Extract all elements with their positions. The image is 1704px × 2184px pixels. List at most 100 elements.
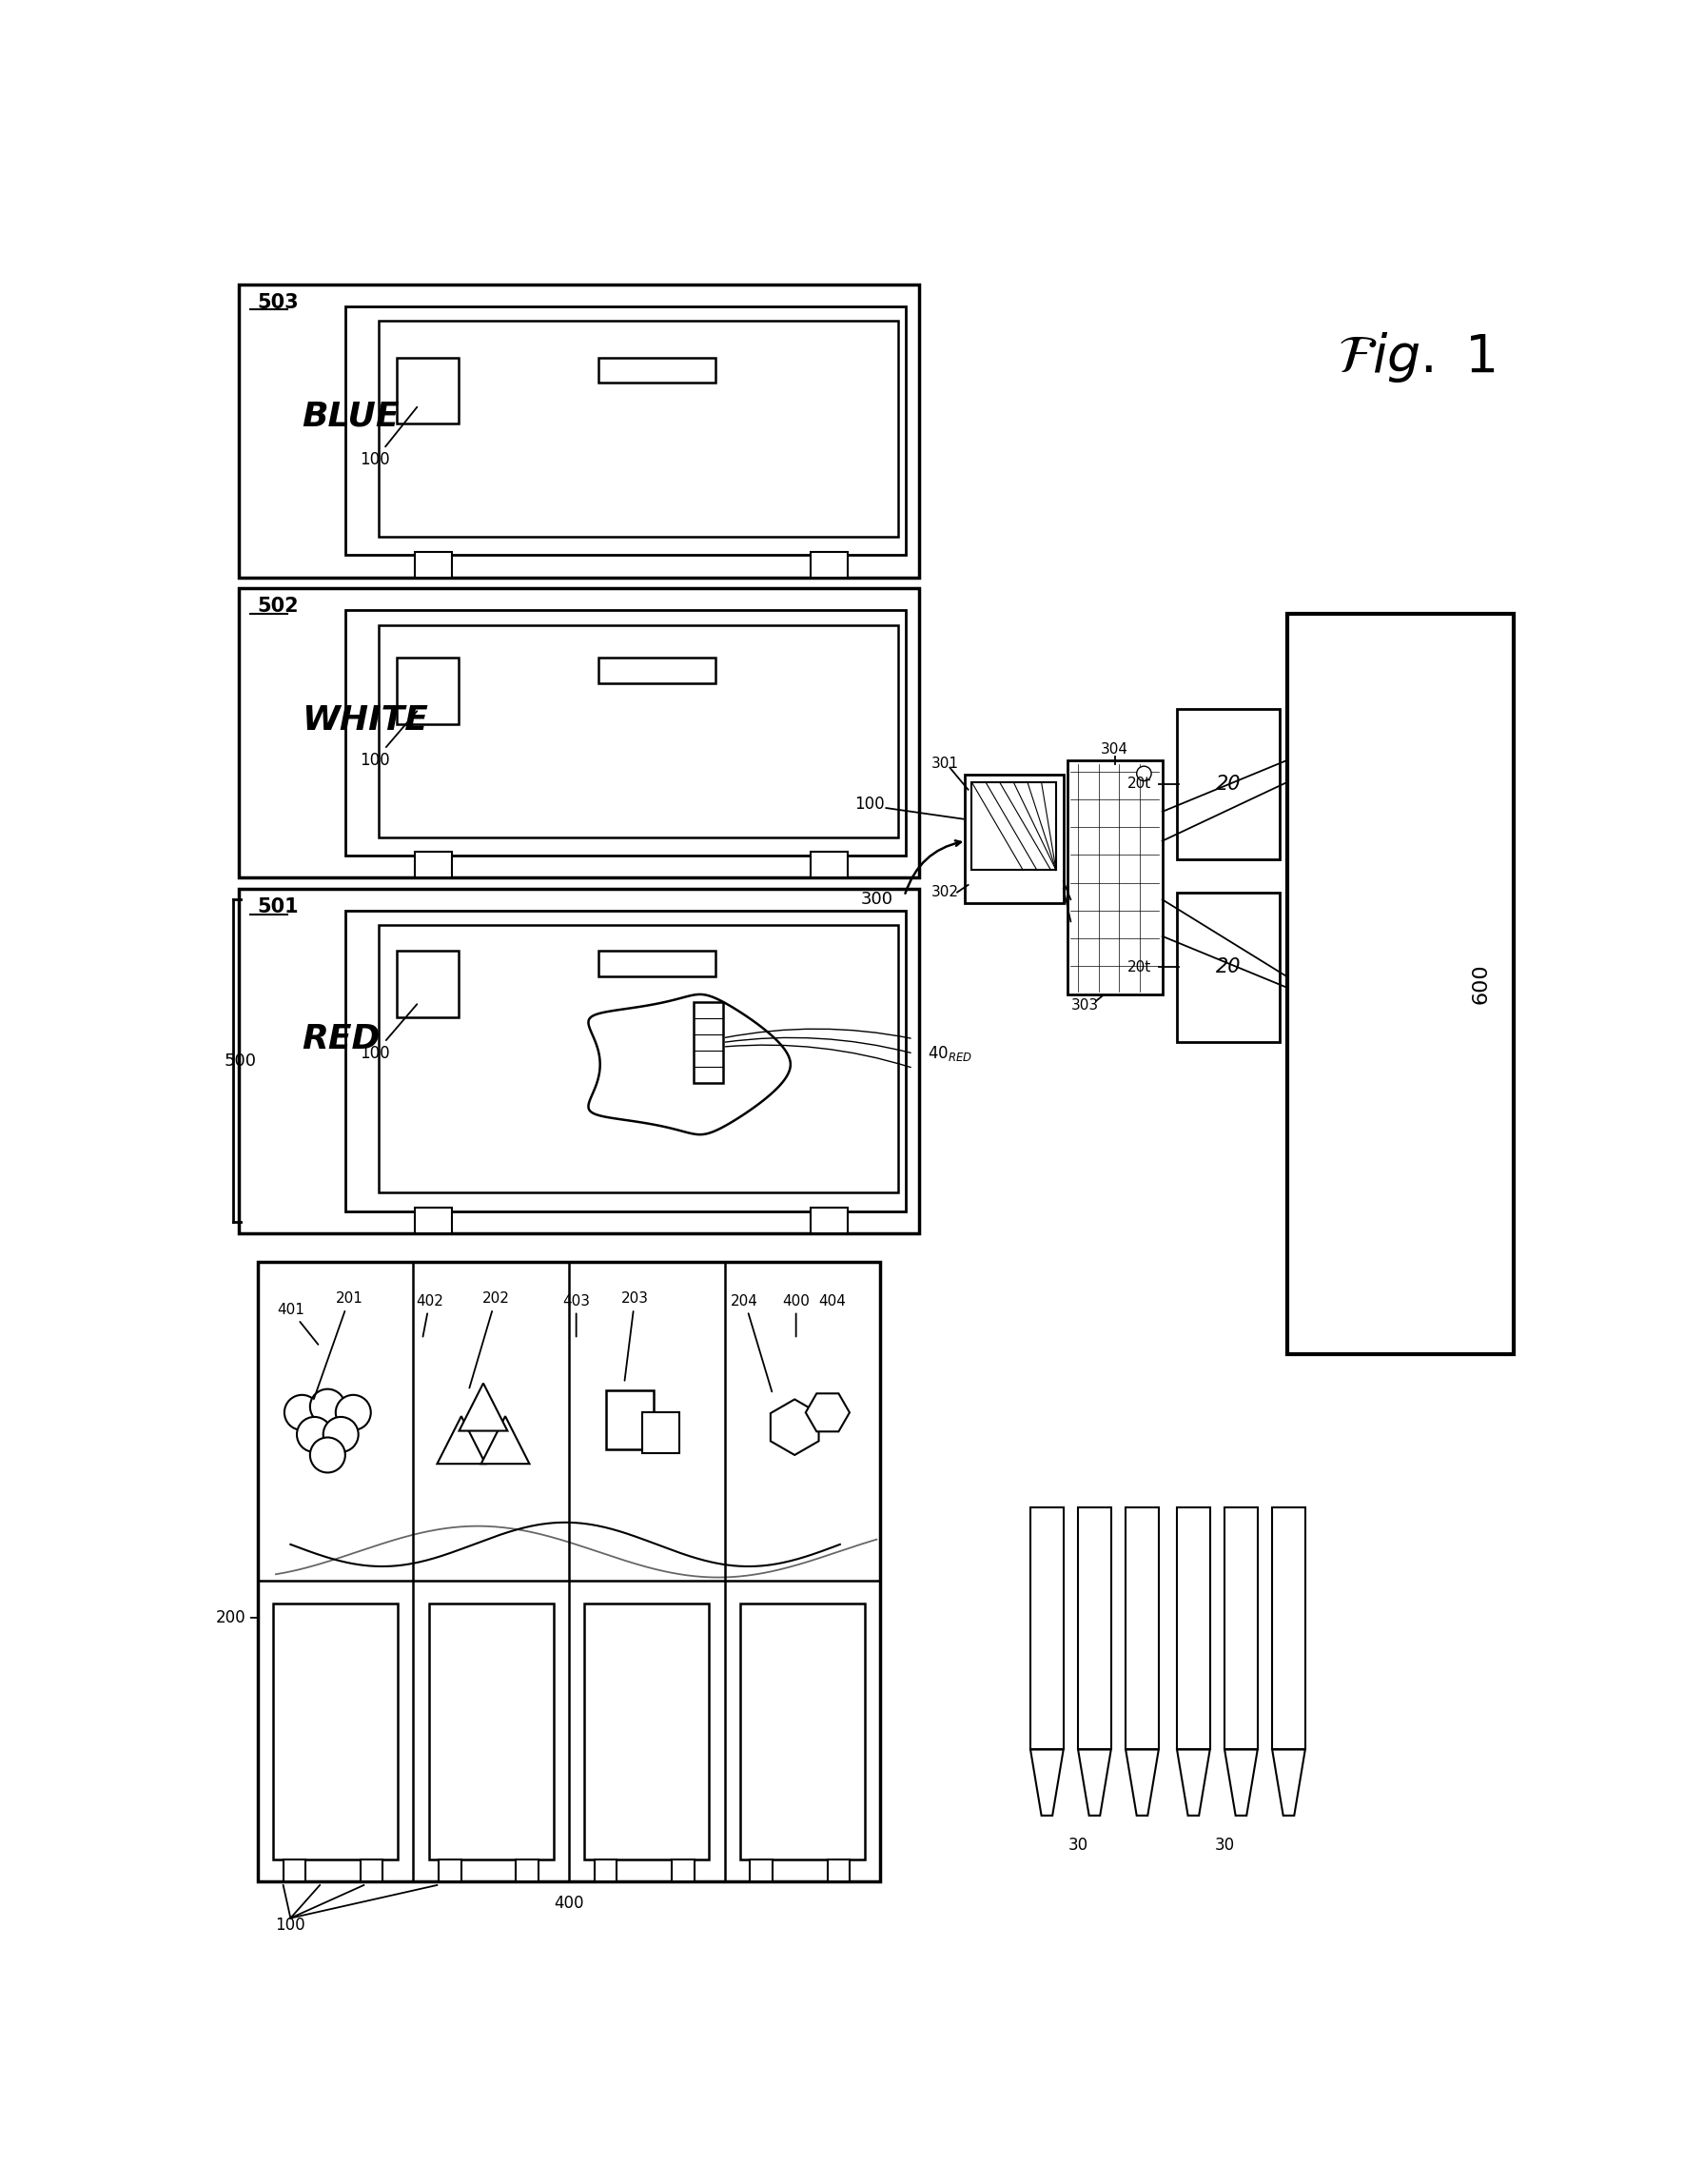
Text: 400: 400 [554, 1896, 584, 1911]
Bar [273, 1603, 397, 1859]
Bar [429, 1603, 554, 1859]
Polygon shape [770, 1400, 818, 1455]
Bar [283, 1859, 305, 1880]
Text: WHITE: WHITE [302, 703, 428, 736]
Bar [1287, 614, 1513, 1354]
Text: 20t: 20t [1128, 959, 1152, 974]
Polygon shape [806, 1393, 850, 1431]
Bar [1225, 1507, 1258, 1749]
Bar [346, 306, 907, 555]
Text: 100: 100 [360, 712, 417, 769]
Bar [397, 950, 458, 1018]
Polygon shape [588, 994, 791, 1133]
Bar [642, 1413, 680, 1452]
Bar [239, 284, 918, 577]
Text: 100: 100 [360, 1005, 417, 1061]
Text: 501: 501 [257, 898, 300, 917]
Bar [346, 609, 907, 856]
Circle shape [1137, 767, 1152, 782]
Text: 204: 204 [731, 1293, 772, 1391]
Bar [346, 911, 907, 1210]
Text: $40_{RED}$: $40_{RED}$ [929, 1044, 973, 1064]
Polygon shape [1031, 1749, 1063, 1815]
Bar [1273, 1507, 1305, 1749]
Text: 502: 502 [257, 596, 300, 616]
Bar [257, 1262, 881, 1880]
Text: 30: 30 [1215, 1837, 1235, 1854]
Text: 403: 403 [562, 1293, 590, 1337]
Circle shape [336, 1396, 371, 1431]
Bar [811, 553, 847, 577]
Bar [1079, 1507, 1111, 1749]
Text: BLUE: BLUE [302, 400, 399, 432]
Bar [740, 1603, 864, 1859]
Bar [516, 1859, 538, 1880]
Bar [1177, 710, 1280, 858]
Polygon shape [481, 1415, 530, 1463]
Circle shape [324, 1417, 358, 1452]
Bar [598, 950, 716, 976]
Text: 300: 300 [861, 891, 893, 909]
Bar [584, 1603, 709, 1859]
Bar [828, 1859, 850, 1880]
Text: 503: 503 [257, 293, 300, 312]
Text: 100: 100 [360, 406, 417, 470]
Bar [239, 587, 918, 878]
Bar [438, 1859, 462, 1880]
Bar [964, 775, 1063, 904]
Polygon shape [1273, 1749, 1305, 1815]
Bar [811, 1208, 847, 1234]
Text: 20: 20 [1215, 775, 1241, 793]
Bar [378, 321, 898, 537]
Bar [397, 358, 458, 424]
Text: 301: 301 [932, 758, 959, 771]
Polygon shape [1225, 1749, 1258, 1815]
Bar [671, 1859, 694, 1880]
Bar [694, 1002, 722, 1083]
Bar [1126, 1507, 1159, 1749]
Text: 404: 404 [820, 1293, 847, 1308]
Bar [1067, 760, 1162, 996]
Circle shape [285, 1396, 320, 1431]
Bar [811, 852, 847, 878]
Text: 303: 303 [1070, 998, 1099, 1013]
Text: 401: 401 [276, 1304, 319, 1345]
Text: 202: 202 [469, 1291, 509, 1389]
Text: 402: 402 [416, 1293, 443, 1337]
Bar [1031, 1507, 1063, 1749]
Text: 20: 20 [1215, 957, 1241, 976]
Polygon shape [458, 1382, 508, 1431]
Bar [750, 1859, 772, 1880]
Text: 100: 100 [854, 795, 884, 812]
Bar [239, 889, 918, 1234]
Bar [378, 926, 898, 1192]
Circle shape [296, 1417, 332, 1452]
Text: 600: 600 [1472, 963, 1491, 1005]
Polygon shape [1177, 1749, 1210, 1815]
Bar [397, 657, 458, 723]
Circle shape [310, 1389, 346, 1424]
Text: $\mathcal{F}ig.\ 1$: $\mathcal{F}ig.\ 1$ [1338, 330, 1496, 384]
Bar [1177, 893, 1280, 1042]
Text: 100: 100 [276, 1918, 305, 1935]
Bar [416, 553, 452, 577]
Bar [1177, 1507, 1210, 1749]
Bar [416, 1208, 452, 1234]
Bar [607, 1391, 654, 1450]
Text: RED: RED [302, 1022, 380, 1055]
Polygon shape [438, 1415, 486, 1463]
Text: 20t: 20t [1128, 778, 1152, 791]
Text: 304: 304 [1101, 743, 1128, 756]
Bar [971, 782, 1056, 869]
Text: 302: 302 [932, 885, 959, 900]
Text: 400: 400 [782, 1293, 809, 1337]
Bar [378, 625, 898, 836]
Bar [416, 852, 452, 878]
Bar [598, 358, 716, 382]
Text: 500: 500 [225, 1053, 257, 1070]
Text: 201: 201 [314, 1291, 363, 1400]
Polygon shape [1126, 1749, 1159, 1815]
Polygon shape [1079, 1749, 1111, 1815]
Circle shape [310, 1437, 346, 1472]
Text: 30: 30 [1068, 1837, 1089, 1854]
